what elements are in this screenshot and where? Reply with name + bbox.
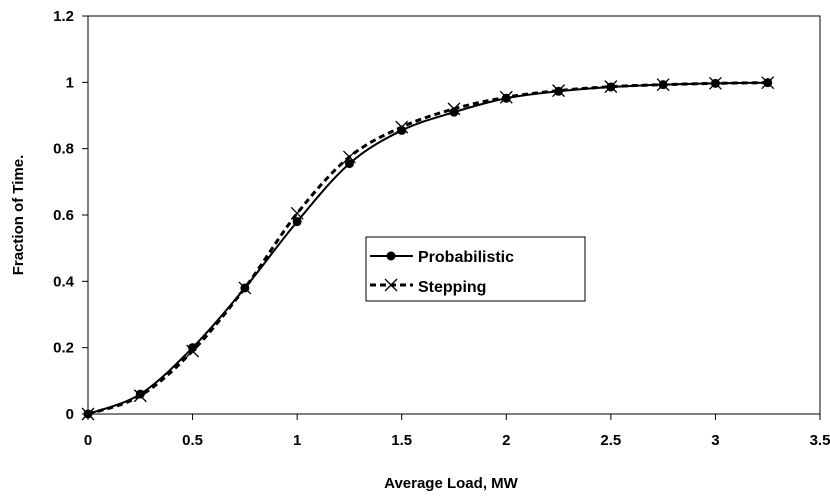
data-point-stepping xyxy=(186,344,200,358)
data-point-stepping xyxy=(238,281,252,295)
data-point-stepping xyxy=(133,389,147,403)
x-tick-label: 2 xyxy=(502,432,510,449)
series-layer xyxy=(81,76,775,421)
y-tick-label: 0.4 xyxy=(53,273,75,290)
legend-box xyxy=(365,236,586,302)
x-tick-label: 2.5 xyxy=(600,432,621,449)
legend-label-stepping: Stepping xyxy=(418,279,486,296)
data-point-stepping xyxy=(395,120,409,134)
x-tick-label: 0.5 xyxy=(182,432,203,449)
x-axis-title: Average Load, MW xyxy=(384,475,518,492)
data-point-stepping xyxy=(290,206,304,220)
data-point-probabilistic xyxy=(449,107,459,117)
y-tick-label: 0.8 xyxy=(53,141,74,158)
y-tick-label: 1 xyxy=(66,74,74,91)
data-point-stepping xyxy=(761,76,775,90)
data-point-probabilistic xyxy=(344,159,354,169)
data-point-stepping xyxy=(708,76,722,90)
data-point-stepping xyxy=(552,84,566,98)
data-point-stepping xyxy=(81,407,95,421)
legend-label-probabilistic: Probabilistic xyxy=(418,249,514,266)
data-point-probabilistic xyxy=(292,217,302,227)
data-point-probabilistic xyxy=(188,343,198,353)
plot-area xyxy=(87,15,821,415)
y-tick-label: 1.2 xyxy=(53,8,74,25)
x-tick-label: 3.5 xyxy=(810,432,830,449)
x-tick-label: 1.5 xyxy=(391,432,412,449)
y-tick-label: 0.6 xyxy=(53,207,74,224)
y-axis-ticks: 0 0.2 0.4 0.6 0.8 1 1.2 xyxy=(53,8,88,423)
x-tick-label: 1 xyxy=(293,432,301,449)
x-tick-label: 0 xyxy=(84,432,92,449)
data-point-stepping xyxy=(499,90,513,104)
data-point-stepping xyxy=(656,78,670,92)
y-axis-title: Fraction of Time. xyxy=(10,155,27,276)
data-point-stepping xyxy=(342,150,356,164)
legend: Probabilistic Stepping xyxy=(365,236,586,302)
y-tick-label: 0 xyxy=(66,406,74,423)
plot-frame xyxy=(87,15,821,415)
data-point-stepping xyxy=(447,102,461,116)
x-axis-ticks: 0 0.5 1 1.5 2 2.5 3 3.5 xyxy=(84,414,830,449)
x-tick-label: 3 xyxy=(711,432,719,449)
legend-marker-stepping xyxy=(384,278,398,292)
legend-marker-probabilistic xyxy=(386,251,396,261)
data-point-stepping xyxy=(604,80,618,94)
series-stepping xyxy=(81,76,775,421)
series-line-stepping xyxy=(87,81,768,416)
y-tick-label: 0.2 xyxy=(53,340,74,357)
